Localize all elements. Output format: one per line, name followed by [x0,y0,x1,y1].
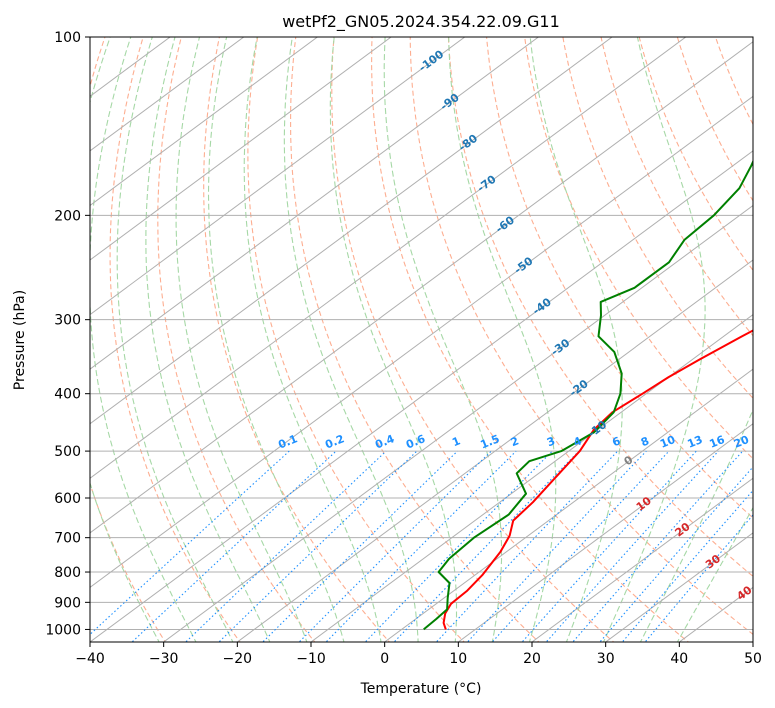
isotherm-line [90,37,687,479]
mixing-ratio-line [298,450,492,642]
dry-adiabat-line [290,37,540,642]
dry-adiabat-line [247,37,465,642]
mixing-ratio-line [466,450,647,642]
dry-adiabat-line [486,37,753,519]
isotherm-line [310,313,753,642]
isotherm-line [162,204,753,642]
moist-adiabat-line [383,37,503,642]
isotherm-line [457,423,753,642]
y-axis-label: Pressure (hPa) [12,290,28,390]
isotherm-line [90,150,753,642]
isotherm-line [531,477,753,642]
dry-adiabat-line [331,37,615,642]
isotherm-line [90,37,245,152]
isotherm-line [383,368,753,642]
axes: −40 −30 −20 −10 0 10 20 30 40 50 100 200 300 400 500 60… [45,30,762,667]
y-tick-label: 100 [54,30,81,46]
y-tick-label: 900 [54,595,81,611]
dry-adiabat-line [524,37,753,460]
mixing-ratio-line [131,450,337,642]
isotherm-line [90,37,540,370]
mixing-ratio-line [572,450,744,642]
moist-adiabat-line [448,37,557,642]
x-tick-label: −30 [149,651,179,667]
dry-adiabat-line [371,37,690,642]
isotherm-line [236,259,753,642]
x-tick-label: 40 [670,651,688,667]
mixing-ratio-label: 20 [732,433,751,451]
x-tick-label: −20 [223,651,253,667]
mixing-ratio-label: 13 [685,433,704,451]
mixing-ratio-label: 3 [545,434,557,449]
y-tick-label: 200 [54,208,81,224]
y-tick-label: 300 [54,313,81,329]
moist-adiabat-line [283,37,419,642]
plot-frame [89,36,754,643]
y-tick-label: 400 [54,387,81,403]
profile-series [423,159,753,631]
dewpoint-profile-line [423,159,753,631]
isotherm-line [90,37,319,207]
x-tick-label: 20 [523,651,541,667]
x-tick-label: −40 [75,651,105,667]
x-axis-label: Temperature (°C) [360,681,482,697]
dry-adiabat-line [562,37,753,399]
mixing-ratio-label: 8 [639,434,651,449]
mixing-ratio-line [435,450,619,642]
dry-adiabat-line [600,37,753,337]
skewt-grid [90,37,753,642]
moist-adiabat-line [329,37,458,642]
moist-adiabat-line [529,37,623,642]
y-tick-label: 500 [54,444,81,460]
mixing-ratio-line [545,450,719,642]
x-tick-label: 30 [597,651,615,667]
chart-title: wetPf2_GN05.2024.354.22.09.G11 [282,12,560,32]
mixing-ratio-label: 2 [509,434,521,449]
isotherm-line [90,37,613,425]
x-tick-label: −10 [296,651,326,667]
x-tick-label: 10 [449,651,467,667]
dry-adiabat-line [447,37,753,578]
mixing-ratio-line [325,450,517,642]
x-tick-label: 0 [380,651,389,667]
dry-adiabat-line [676,37,753,202]
moist-adiabat-line [243,37,382,642]
dry-adiabat-line [203,37,391,642]
mixing-ratio-label: 1 [450,434,462,449]
dry-adiabat-line [157,37,316,642]
mixing-ratio-label: 10 [658,433,677,451]
isotherm-line [90,37,466,316]
mixing-ratio-label: 16 [708,433,727,451]
y-tick-label: 700 [54,531,81,547]
y-tick-label: 1000 [45,622,81,638]
x-tick-label: 50 [744,651,762,667]
mixing-ratio-line [393,450,580,642]
y-tick-label: 800 [54,565,81,581]
mixing-ratio-line [184,450,387,642]
isotherm-line [90,37,392,261]
isotherm-line [604,532,753,642]
isotherm-line [90,41,753,534]
y-tick-label: 600 [54,491,81,507]
isotherm-line [90,95,753,589]
